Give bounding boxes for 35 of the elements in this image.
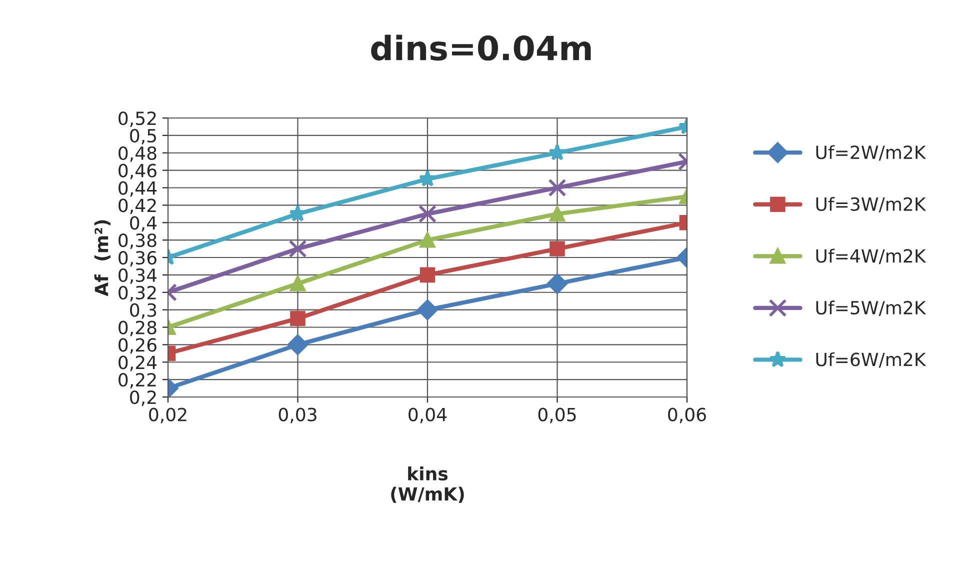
y-tick-label: 0,36 [118, 250, 156, 266]
x-axis-title: kins (W/mK) [391, 466, 464, 503]
y-axis-title: Af (m²) [94, 220, 110, 296]
y-tick-label: 0,34 [118, 268, 157, 284]
y-tick-label: 0,26 [118, 338, 156, 354]
y-tick-label: 0,32 [118, 286, 156, 302]
point [418, 204, 437, 223]
x-tick-label: 0,06 [668, 408, 706, 424]
y-tick-label: 0,24 [118, 356, 157, 372]
legend-label: Uf=3W/m2K [816, 196, 926, 212]
y-tick-label: 0,5 [130, 128, 156, 144]
y-tick-label: 0,46 [118, 164, 156, 180]
y-tick-label: 0,48 [118, 146, 156, 162]
point [420, 232, 436, 248]
chart-title: dins=0.04m [371, 34, 591, 61]
point [420, 267, 436, 283]
legend-label: Uf=6W/m2K [816, 352, 926, 368]
legend-label: Uf=2W/m2K [816, 145, 926, 161]
y-tick-label: 0,22 [118, 373, 156, 389]
y-tick-label: 0,4 [130, 216, 157, 232]
x-tick-label: 0,04 [408, 408, 447, 424]
x-tick-label: 0,02 [149, 408, 186, 424]
y-tick-label: 0,38 [118, 234, 156, 250]
x-tick-label: 0,05 [538, 408, 576, 424]
point [418, 170, 436, 187]
y-tick-label: 0,28 [118, 320, 156, 336]
point [417, 300, 438, 320]
legend-label: Uf=4W/m2K [816, 248, 926, 264]
legend-label: Uf=5W/m2K [816, 300, 926, 316]
y-tick-label: 0,2 [130, 390, 156, 406]
y-tick-label: 0,44 [118, 181, 157, 197]
y-tick-label: 0,52 [118, 111, 156, 127]
y-tick-label: 0,3 [130, 303, 156, 319]
y-tick-label: 0,42 [118, 198, 156, 214]
x-tick-label: 0,03 [278, 408, 316, 424]
